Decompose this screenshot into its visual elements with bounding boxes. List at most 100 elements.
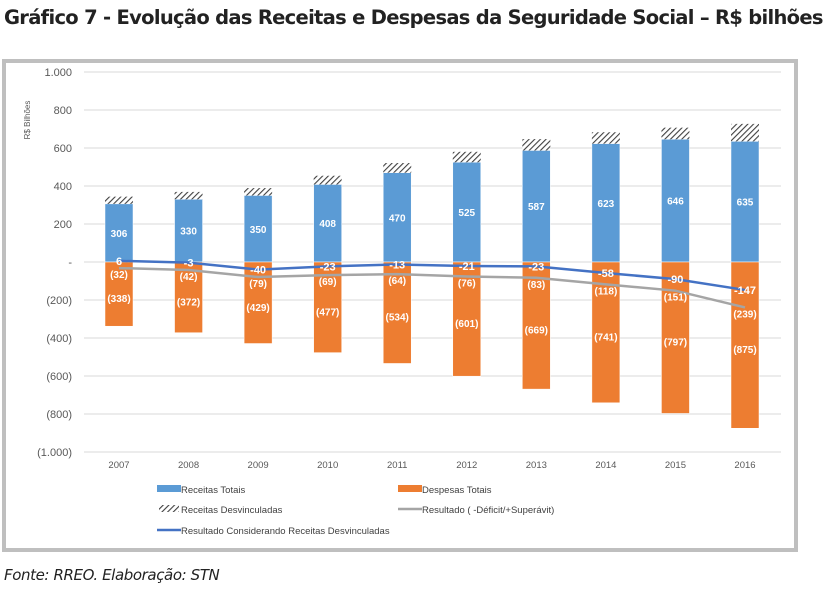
bar-receitas-desvinculadas — [244, 188, 273, 196]
line-resultado-desvinculadas — [118, 259, 746, 292]
y-tick-label: 1.000 — [44, 67, 72, 79]
x-axis-ticks: 2007 2008 2009 2010 2011 2012 2013 2014 2015 2016 — [108, 460, 755, 471]
data-label-resultado: (64) — [388, 276, 406, 287]
y-tick-label: 200 — [54, 219, 72, 231]
data-label-resultado: (83) — [527, 280, 545, 291]
data-label-despesas: (372) — [177, 297, 200, 308]
data-label-receitas: 408 — [319, 219, 336, 230]
legend-swatch — [398, 485, 422, 492]
data-label-resultado: (79) — [249, 279, 267, 290]
data-label-resultado: (76) — [458, 278, 476, 289]
legend-label: Receitas Totais — [181, 485, 245, 496]
bar-receitas-desvinculadas — [731, 123, 759, 142]
legend: Receitas Totais Despesas Totais Receitas D… — [157, 485, 554, 537]
bar-receitas-desvinculadas — [452, 151, 481, 163]
bar-receitas-totais — [591, 143, 621, 263]
y-tick-label: (400) — [46, 333, 72, 345]
bar-despesas-totais — [313, 261, 342, 353]
bar-despesas-totais — [661, 261, 690, 414]
chart-title: Gráfico 7 - Evolução das Receitas e Desp… — [4, 6, 823, 29]
bar-receitas-desvinculadas — [313, 175, 342, 185]
bar-receitas-totais — [452, 162, 482, 263]
y-tick-label: (1.000) — [37, 447, 72, 459]
data-label-resultado-desvinculadas: -147 — [734, 285, 756, 297]
data-label-despesas: (601) — [455, 319, 478, 330]
data-label-resultado: (151) — [664, 293, 687, 304]
data-label-receitas: 635 — [737, 198, 754, 209]
x-tick-label: 2012 — [456, 460, 477, 471]
data-label-resultado-desvinculadas: -40 — [250, 265, 266, 277]
data-label-receitas: 587 — [528, 202, 545, 213]
y-tick-label: 800 — [54, 105, 72, 117]
x-tick-label: 2014 — [595, 460, 616, 471]
bar-despesas-totais — [522, 261, 551, 390]
data-label-receitas: 330 — [180, 227, 197, 238]
line-resultado — [118, 266, 746, 309]
bar-receitas-totais — [313, 184, 342, 263]
data-label-resultado-desvinculadas: -90 — [667, 274, 683, 286]
data-label-resultado-desvinculadas: -21 — [459, 261, 475, 273]
legend-swatch — [159, 505, 179, 512]
x-tick-label: 2008 — [178, 460, 199, 471]
bar-despesas-totais — [382, 261, 412, 364]
data-label-despesas: (338) — [107, 294, 130, 305]
bar-receitas-desvinculadas — [591, 132, 620, 144]
legend-label: Receitas Desvinculadas — [181, 505, 283, 516]
bar-receitas-totais — [104, 203, 134, 263]
bars — [104, 123, 760, 429]
data-label-receitas: 306 — [111, 229, 128, 240]
legend-label: Resultado Considerando Receitas Desvincu… — [181, 526, 390, 537]
bar-receitas-desvinculadas — [661, 127, 690, 140]
data-label-despesas: (477) — [316, 307, 339, 318]
x-tick-label: 2011 — [387, 460, 407, 471]
data-label-receitas: 525 — [458, 208, 475, 219]
y-axis-ticks: 1.000 800 600 400 200 - (200) (400) (600) (800) (1… — [37, 67, 72, 459]
data-label-despesas: (429) — [246, 303, 269, 314]
data-label-resultado-desvinculadas: -23 — [528, 261, 544, 273]
bar-despesas-totais — [452, 261, 482, 377]
data-label-resultado: (239) — [733, 309, 756, 320]
data-label-despesas: (669) — [525, 326, 548, 337]
x-tick-label: 2015 — [665, 460, 686, 471]
bar-receitas-desvinculadas — [105, 196, 133, 204]
data-label-resultado-desvinculadas: -3 — [184, 258, 194, 270]
bar-receitas-totais — [661, 139, 690, 263]
data-label-despesas: (534) — [386, 313, 409, 324]
bar-receitas-desvinculadas — [383, 163, 412, 173]
y-tick-label: (600) — [46, 371, 72, 383]
bar-receitas-totais — [522, 150, 551, 263]
legend-label: Resultado ( -Déficit/+Superávit) — [422, 505, 554, 516]
data-label-despesas: (797) — [664, 338, 687, 349]
bar-receitas-desvinculadas — [522, 139, 551, 151]
lines — [118, 259, 746, 309]
source-note: Fonte: RREO. Elaboração: STN — [4, 566, 220, 584]
data-label-receitas: 470 — [389, 213, 406, 224]
y-tick-label: - — [68, 257, 72, 269]
legend-swatch — [157, 485, 181, 492]
bar-despesas-totais — [174, 261, 203, 333]
bar-receitas-desvinculadas — [174, 191, 203, 200]
data-label-resultado-desvinculadas: -23 — [320, 261, 336, 273]
y-axis-label: R$ Bilhões — [23, 101, 32, 140]
y-tick-label: 600 — [54, 143, 72, 155]
data-label-despesas: (875) — [733, 345, 756, 356]
data-label-resultado-desvinculadas: 6 — [116, 256, 122, 268]
data-label-receitas: 646 — [667, 197, 684, 208]
data-label-resultado-desvinculadas: -58 — [598, 268, 614, 280]
bar-despesas-totais — [104, 261, 134, 327]
data-label-receitas: 350 — [250, 225, 267, 236]
data-labels: 306 (338) 330 (372) 350 (429) 408 (477) 470 (534)… — [107, 197, 756, 356]
x-tick-label: 2007 — [108, 460, 129, 471]
legend-label: Despesas Totais — [422, 485, 492, 496]
data-label-resultado: (42) — [180, 272, 198, 283]
bar-receitas-totais — [382, 172, 412, 263]
data-label-resultado: (32) — [110, 270, 128, 281]
data-label-resultado: (69) — [319, 277, 337, 288]
bar-receitas-totais — [730, 141, 760, 263]
data-label-receitas: 623 — [598, 199, 615, 210]
data-label-despesas: (741) — [594, 332, 617, 343]
y-tick-label: (800) — [46, 409, 72, 421]
x-tick-label: 2010 — [317, 460, 338, 471]
x-tick-label: 2016 — [734, 460, 755, 471]
